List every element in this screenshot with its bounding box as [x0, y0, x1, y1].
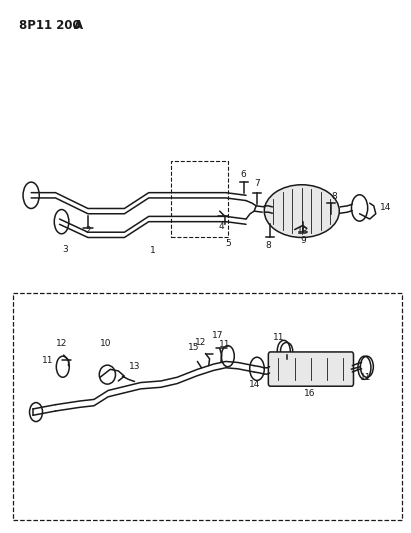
- Ellipse shape: [264, 185, 339, 238]
- Text: 15: 15: [188, 343, 200, 352]
- Text: 14: 14: [249, 380, 260, 389]
- Text: 7: 7: [254, 180, 260, 189]
- Text: A: A: [74, 19, 83, 31]
- Bar: [13, 293, 402, 520]
- Text: 8P11 200: 8P11 200: [19, 19, 81, 31]
- Text: 4: 4: [219, 222, 224, 231]
- Text: 18: 18: [297, 227, 309, 236]
- Text: 11: 11: [219, 340, 231, 349]
- Text: 13: 13: [129, 362, 140, 371]
- Bar: [171, 161, 228, 238]
- Text: 6: 6: [240, 171, 246, 180]
- Text: 9: 9: [300, 236, 306, 245]
- Text: 8: 8: [331, 191, 337, 200]
- Text: 5: 5: [225, 239, 231, 248]
- Text: 12: 12: [195, 338, 206, 346]
- Text: 11: 11: [273, 333, 284, 342]
- Text: 1: 1: [150, 246, 156, 255]
- Text: 8: 8: [266, 241, 272, 250]
- Text: 3: 3: [63, 245, 69, 254]
- Text: 14: 14: [380, 203, 391, 212]
- Text: 16: 16: [305, 389, 316, 398]
- Text: 11: 11: [42, 356, 53, 365]
- Text: 12: 12: [56, 339, 67, 348]
- Text: 17: 17: [212, 332, 224, 341]
- Text: 11: 11: [360, 373, 372, 382]
- Text: 2: 2: [85, 226, 91, 235]
- Text: 10: 10: [100, 339, 112, 348]
- FancyBboxPatch shape: [268, 352, 353, 386]
